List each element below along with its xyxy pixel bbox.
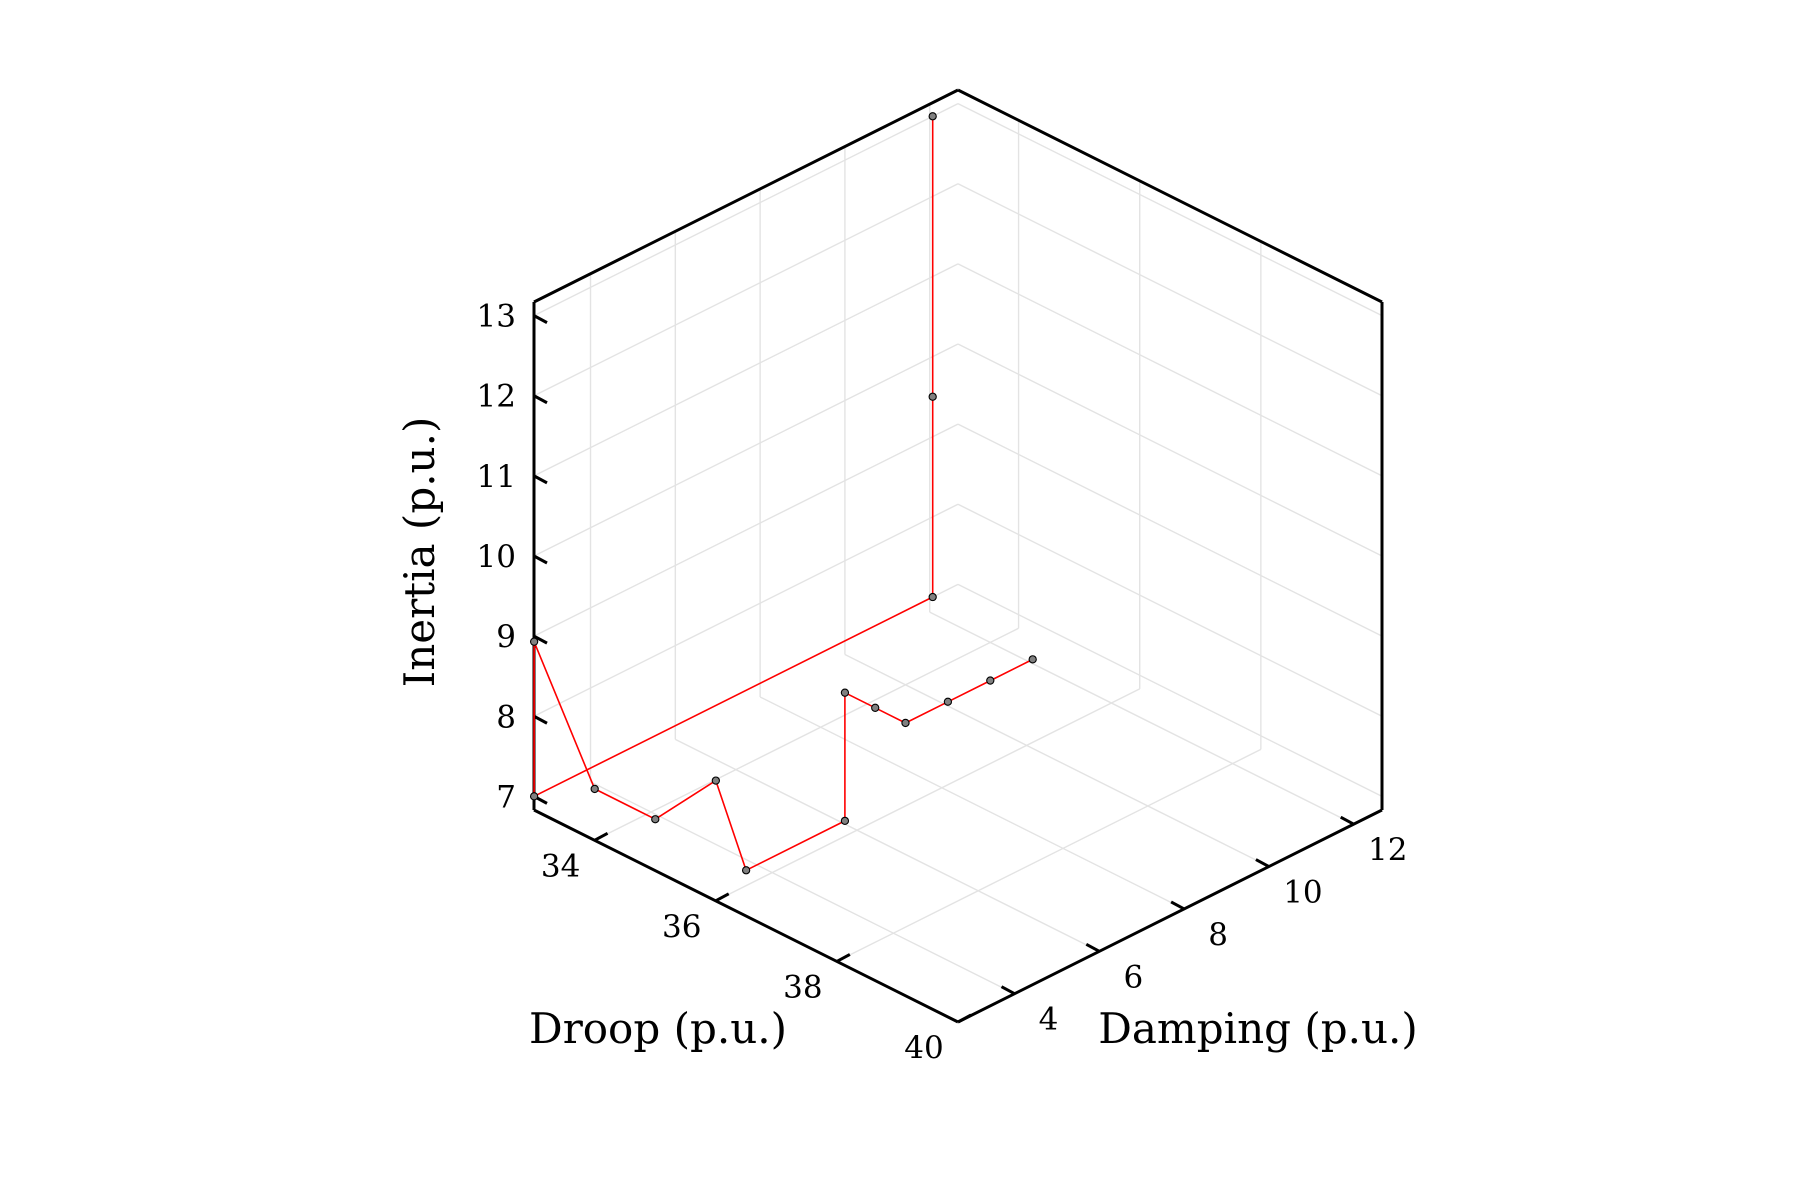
z-axis-label: Inertia (p.u.) [395,417,444,688]
data-point [986,676,995,685]
z-tick [533,474,548,485]
grid-line-z-back-left [533,263,959,477]
y-tick [1340,815,1355,826]
grid-line-y-floor [929,611,1355,825]
axis-frame-edge [957,88,1383,304]
axis-ticks: 34 36 38 40 4 6 8 10 12 7 8 9 10 11 12 13 [477,299,1408,1066]
y-tick [1255,858,1270,868]
grid-line-z-back-right [957,583,1383,798]
z-tick-label: 7 [496,779,516,815]
data-point [840,688,850,697]
y-tick-label: 6 [1123,959,1143,995]
x-tick [957,1013,972,1024]
grid-line-y-floor [675,738,1100,952]
grid-line-z-back-right [957,263,1383,477]
x-tick [836,953,851,963]
grid-line-y-floor [844,653,1270,868]
z-tick-label: 11 [477,459,516,495]
grid-line-z-back-left [533,423,959,637]
data-point [590,784,599,794]
y-axis-label: Damping (p.u.) [1098,1004,1418,1053]
x-tick-label: 38 [783,969,822,1005]
z-tick-label: 8 [496,699,516,735]
y-tick-label: 10 [1283,875,1322,911]
grid-line-z-back-right [957,343,1383,557]
data-point [741,866,751,875]
axis-frame [532,88,1384,1024]
z-tick [533,634,548,645]
x-tick [715,892,730,903]
data-point [943,697,953,706]
grid-line-z-back-right [957,183,1383,397]
series-line [533,115,1034,872]
z-tick [533,394,548,405]
y-tick [1170,900,1185,911]
axis-frame-edge [957,808,1383,1024]
grid-lines [533,102,1383,1023]
grid-line-z-back-right [957,503,1383,717]
grid-line-z-back-right [957,102,1383,317]
data-point [871,703,880,712]
grid-line-z-back-left [533,343,959,557]
z-tick-label: 13 [477,299,516,335]
grid-line-z-back-left [533,102,959,317]
data-point [651,815,660,824]
data-series [529,112,1037,875]
data-point [529,792,539,801]
z-tick [533,714,548,725]
grid-line-x-floor [594,627,1019,841]
grid-line-x-floor [836,748,1262,963]
z-tick-label: 9 [496,619,516,655]
x-axis-label: Droop (p.u.) [529,1004,787,1053]
z-tick-label: 12 [477,379,516,415]
axis-frame-edge [533,88,959,304]
grid-line-z-back-left [533,183,959,397]
y-tick-label: 12 [1368,832,1407,868]
data-point [1028,655,1037,664]
axis-frame-edge [533,808,959,1024]
grid-line-x-floor [715,688,1141,902]
x-tick-label: 36 [662,909,701,945]
data-point [711,776,720,785]
z-tick [533,314,548,324]
z-tick [533,554,548,565]
x-tick [593,831,609,842]
axis-labels: Droop (p.u.) Damping (p.u.) Inertia (p.u… [395,417,1418,1053]
data-point [529,637,539,646]
z-tick-label: 10 [477,539,516,575]
data-point [928,392,937,401]
y-tick-label: 4 [1039,1002,1059,1038]
grid-line-z-back-left [533,503,959,717]
grid-line-y-floor [590,781,1015,995]
data-point [928,112,937,121]
y-tick [1085,943,1101,953]
grid-line-z-back-right [957,423,1383,637]
data-point [901,718,910,728]
x-tick-label: 34 [541,848,580,884]
y-tick [1000,985,1016,996]
y-tick-label: 8 [1208,917,1228,953]
x-tick-label: 40 [904,1030,943,1066]
data-point [840,816,850,826]
grid-line-y-floor [759,696,1185,910]
data-point [928,592,937,602]
